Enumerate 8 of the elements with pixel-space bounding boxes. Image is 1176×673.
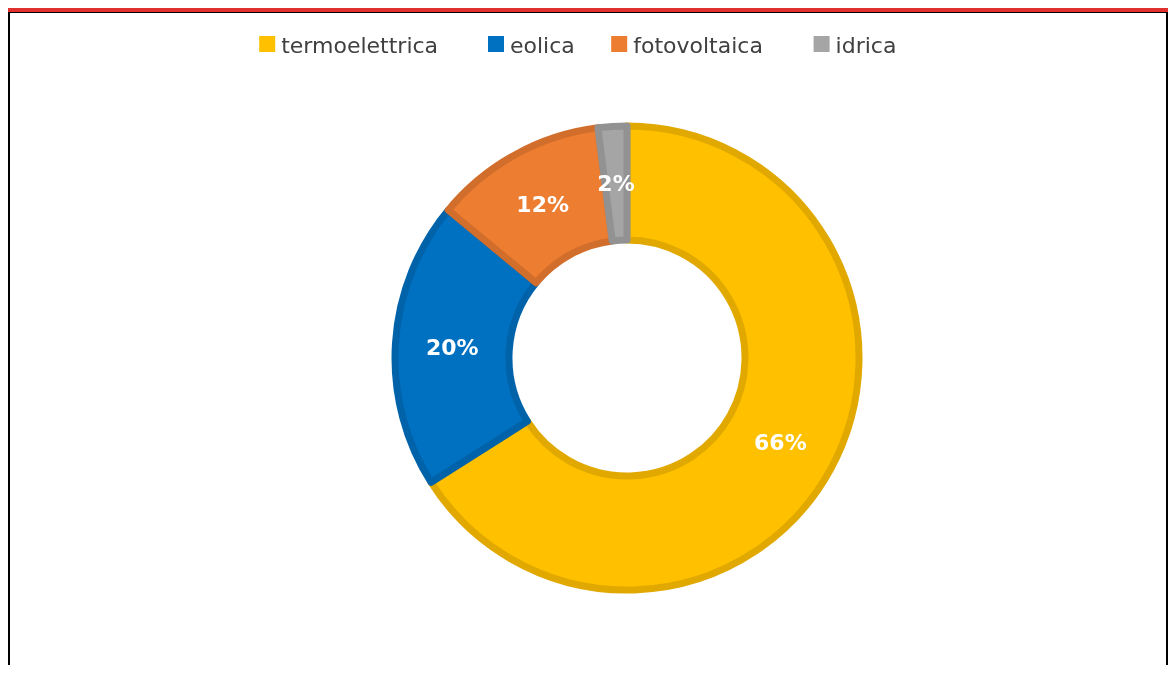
legend-label: eolica xyxy=(510,32,575,58)
legend-label: termoelettrica xyxy=(281,32,439,58)
legend-label: idrica xyxy=(835,32,897,58)
donut-slice xyxy=(427,122,863,594)
data-label: 66% xyxy=(754,429,807,455)
data-label: 20% xyxy=(426,334,479,360)
legend-label: fotovoltaica xyxy=(633,32,763,58)
data-label: 12% xyxy=(516,192,570,218)
